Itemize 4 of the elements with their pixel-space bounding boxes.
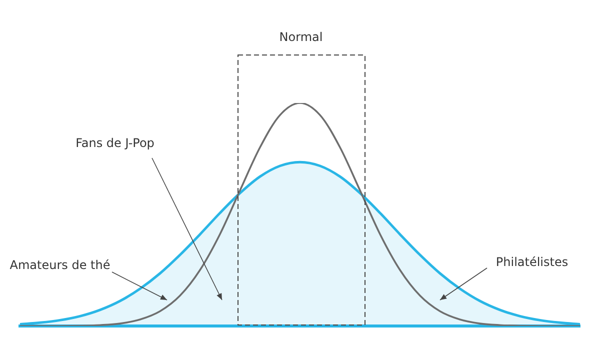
annotation: Fans de J-Pop xyxy=(76,136,154,150)
annotation: Philatélistes xyxy=(496,255,568,269)
text: Normal xyxy=(279,30,323,44)
annotation: Amateurs de thé xyxy=(10,258,110,272)
